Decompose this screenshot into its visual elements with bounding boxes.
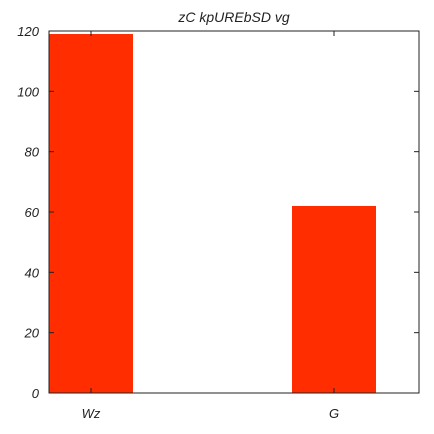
y-tick-label: 20 [24,326,40,341]
y-tick-label: 80 [25,145,40,160]
plot-frame [48,30,420,394]
x-tick-label: G [329,406,339,421]
bar-g [292,205,376,393]
y-tick-label: 0 [32,386,40,401]
x-tick-label: Wz [82,406,101,421]
y-tick-label: 60 [25,205,40,220]
bars-layer [49,34,376,394]
bar-wz [49,34,133,394]
y-tick-label: 120 [17,24,39,39]
ticks-layer: Wz G 0 20 40 60 80 100 120 [17,24,419,421]
chart-title: zC kpUREbSD vg [177,9,289,25]
y-tick-label: 40 [25,265,40,280]
y-tick-label: 100 [17,84,39,99]
